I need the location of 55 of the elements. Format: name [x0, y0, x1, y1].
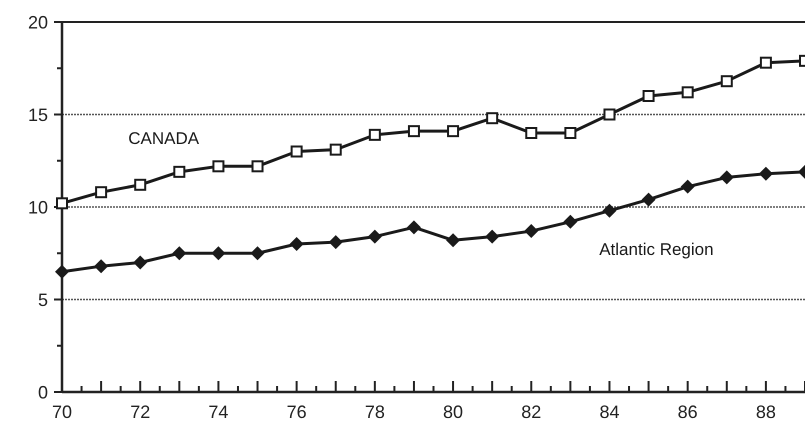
y-tick-label: 20 — [28, 12, 48, 32]
series-label: Atlantic Region — [599, 240, 714, 260]
x-tick-label: 84 — [599, 402, 620, 422]
point — [525, 127, 538, 139]
point — [94, 259, 108, 274]
x-tick-label: 70 — [52, 402, 72, 422]
point — [446, 233, 460, 248]
x-tick-label: 86 — [678, 402, 698, 422]
y-tick-label: 10 — [28, 197, 48, 218]
point — [486, 112, 498, 124]
x-tick-label: 72 — [130, 402, 150, 422]
point — [134, 178, 146, 191]
point — [172, 246, 186, 260]
series-label: CANADA — [128, 129, 200, 148]
y-tick-label: 5 — [38, 290, 48, 310]
x-tick-label: 80 — [443, 402, 464, 422]
point — [368, 128, 381, 141]
x-tick-label: 82 — [521, 402, 542, 422]
point — [602, 204, 616, 218]
point — [758, 166, 773, 181]
point — [408, 125, 420, 138]
x-tick-label: 88 — [756, 402, 776, 422]
point — [564, 127, 576, 139]
point — [211, 246, 226, 260]
point — [680, 180, 695, 194]
y-tick-label: 15 — [28, 104, 48, 125]
point — [682, 86, 694, 98]
point — [212, 160, 224, 172]
x-tick-label: 78 — [364, 402, 385, 422]
point — [485, 230, 500, 244]
point — [173, 166, 186, 178]
point — [55, 264, 69, 279]
point — [252, 160, 264, 172]
point — [290, 237, 304, 251]
point — [760, 56, 772, 69]
point — [563, 214, 578, 229]
point — [642, 192, 656, 207]
x-tick-label: 74 — [208, 402, 228, 422]
point — [368, 230, 382, 244]
point — [406, 220, 421, 234]
point — [95, 186, 108, 198]
point — [720, 170, 734, 184]
point — [447, 125, 460, 138]
y-tick-label: 0 — [38, 382, 48, 402]
point — [250, 246, 265, 260]
point — [524, 224, 538, 238]
x-tick-label: 76 — [286, 402, 307, 422]
point — [330, 144, 342, 156]
point — [328, 235, 343, 250]
point — [290, 146, 303, 158]
point — [133, 256, 148, 270]
point — [720, 75, 733, 88]
point — [603, 108, 616, 120]
point — [642, 90, 655, 102]
point — [56, 197, 68, 210]
